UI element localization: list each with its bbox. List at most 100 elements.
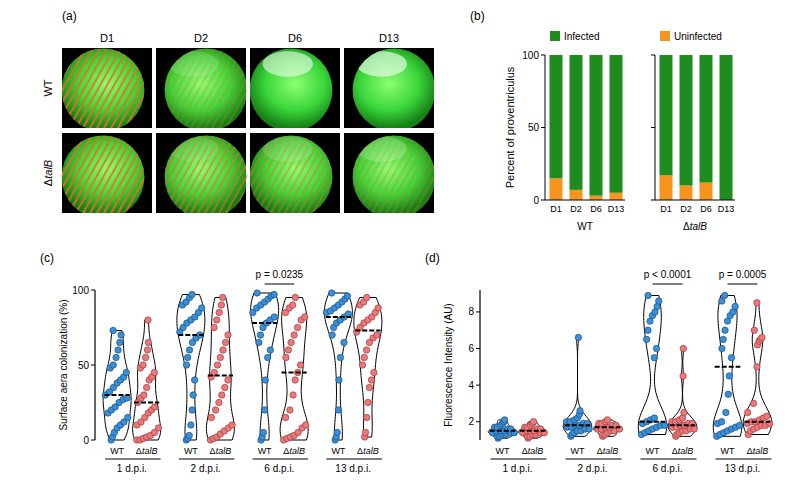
data-point: [726, 373, 732, 379]
data-point: [329, 290, 335, 296]
data-point: [267, 347, 273, 353]
data-point: [261, 407, 267, 413]
data-point: [297, 362, 303, 368]
group-underline: [491, 459, 547, 460]
y-axis-title: Percent of proventriculus: [504, 66, 516, 188]
x-group-label: 1 d.p.i.: [117, 463, 147, 474]
x-group-label: 13 d.p.i.: [725, 463, 761, 474]
muscle-stripe: [90, 48, 135, 128]
muscle-stripe: [20, 48, 65, 128]
data-point: [645, 327, 651, 333]
data-point: [718, 419, 724, 425]
group-underline: [326, 459, 382, 460]
data-point: [303, 422, 309, 428]
row-label: WT: [42, 79, 54, 96]
muscle-stripe: [6, 133, 51, 213]
data-point: [118, 332, 124, 338]
bars: [660, 55, 733, 200]
x-axis-line: [545, 200, 625, 201]
muscle-stripe: [104, 133, 149, 213]
panel-violin: (c)Surface aera colonization (%)050100WT…: [40, 251, 382, 474]
text-part: talB: [142, 446, 158, 456]
group-underline: [716, 459, 772, 460]
bar-segment: [610, 193, 623, 200]
muscle-stripe: [27, 133, 72, 213]
figure: (a)D1D2D6D13WTΔtalB(b)Percent of provent…: [0, 0, 800, 500]
muscle-stripe: [6, 48, 51, 128]
x-sub-label: ΔtalB: [597, 446, 619, 456]
data-point: [188, 422, 194, 428]
data-point: [219, 392, 225, 398]
muscle-stripe: [111, 48, 156, 128]
data-point: [218, 302, 224, 308]
data-point: [151, 404, 157, 410]
bar-segment: [680, 186, 693, 201]
x-group-label: 6 d.p.i.: [652, 463, 682, 474]
muscle-stripe: [428, 133, 473, 213]
column-label: D13: [379, 32, 399, 44]
panel-label: (a): [62, 9, 77, 23]
y-tick: [651, 200, 655, 201]
muscle-stripe: [97, 48, 142, 128]
muscle-stripe: [104, 48, 149, 128]
bar-segment: [590, 55, 603, 196]
data-point: [212, 407, 218, 413]
data-point: [335, 407, 341, 413]
muscle-stripe: [121, 48, 166, 128]
data-point: [653, 345, 659, 351]
data-point: [211, 324, 217, 330]
data-point: [732, 303, 738, 309]
violin: [668, 349, 697, 437]
data-point: [764, 413, 770, 419]
muscle-stripe: [48, 133, 93, 213]
data-point: [189, 291, 195, 297]
image-cell: [250, 48, 340, 128]
data-point: [155, 425, 161, 431]
muscle-stripe: [309, 133, 354, 213]
muscle-stripe: [76, 133, 121, 213]
median-line: [490, 430, 516, 432]
data-point: [113, 354, 119, 360]
x-sub-label: WT: [331, 446, 345, 456]
data-point: [736, 422, 742, 428]
x-sub-label: WT: [184, 446, 198, 456]
text-part: talB: [363, 446, 379, 456]
median-line: [208, 375, 233, 377]
violin: [133, 320, 161, 440]
violin: [354, 298, 382, 438]
significance-bar: [728, 284, 758, 285]
muscle-stripe: [295, 133, 340, 213]
data-point: [501, 417, 507, 423]
x-group-label: 2 d.p.i.: [577, 463, 607, 474]
image-background: [250, 133, 340, 213]
panel-b: (b)Percent of proventriculusInfectedUnin…: [470, 9, 735, 232]
data-point: [219, 294, 225, 300]
x-sub-label: WT: [258, 446, 272, 456]
x-tick-label: D1: [550, 204, 562, 214]
data-point: [359, 362, 365, 368]
muscle-stripe: [111, 133, 156, 213]
data-point: [110, 362, 116, 368]
column-label: D1: [100, 32, 114, 44]
data-point: [145, 339, 151, 345]
muscle-stripe: [323, 133, 368, 213]
muscle-stripe: [55, 48, 100, 128]
group-underline: [179, 459, 235, 460]
muscle-stripe: [107, 133, 152, 213]
significance-bar: [653, 284, 683, 285]
data-point: [289, 302, 295, 308]
data-point: [681, 409, 687, 415]
x-sub-label: ΔtalB: [522, 446, 544, 456]
data-point: [189, 407, 195, 413]
muscle-stripe: [114, 133, 159, 213]
data-point: [366, 384, 372, 390]
image-cell: [344, 48, 434, 128]
data-point: [337, 354, 343, 360]
tissue: [344, 48, 434, 128]
x-sub-label: ΔtalB: [283, 446, 305, 456]
annotation: p = 0.0005: [719, 269, 767, 280]
data-point: [725, 391, 731, 397]
data-point: [140, 362, 146, 368]
muscle-stripe: [128, 48, 173, 128]
x-sub-label: WT: [571, 446, 585, 456]
